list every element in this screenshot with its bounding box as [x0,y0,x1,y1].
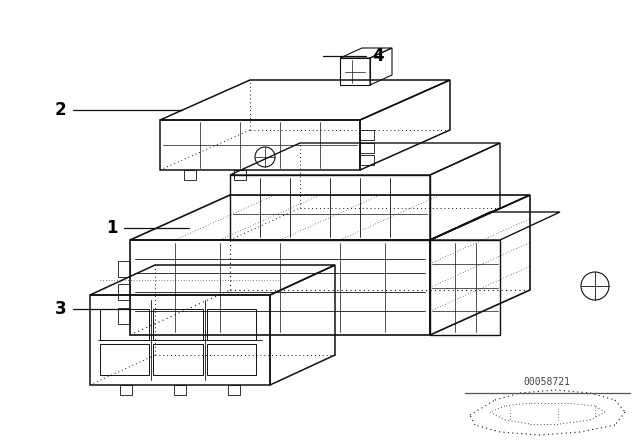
Text: 2: 2 [55,101,67,119]
Text: 00058721: 00058721 [524,377,570,387]
Text: 3: 3 [55,300,67,318]
Text: 1: 1 [106,220,118,237]
Text: 4: 4 [372,47,383,65]
